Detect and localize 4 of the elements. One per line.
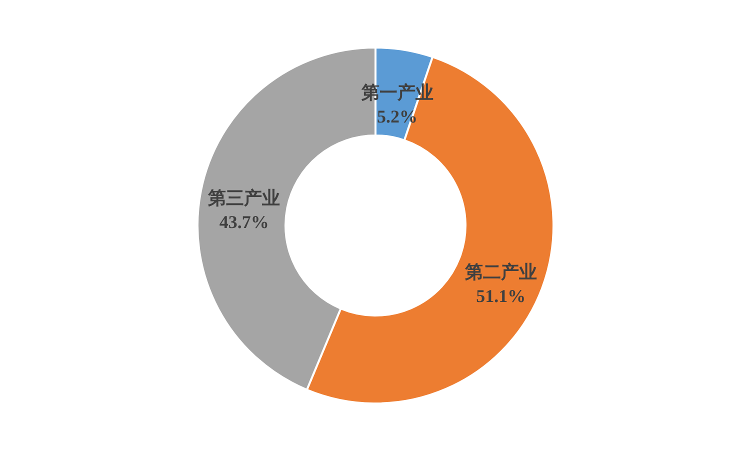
data-label: 51.1% [476, 286, 526, 306]
slice-label: 第三产业 [207, 188, 280, 208]
data-label: 43.7% [219, 212, 269, 232]
slice-label: 第二产业 [464, 262, 537, 282]
